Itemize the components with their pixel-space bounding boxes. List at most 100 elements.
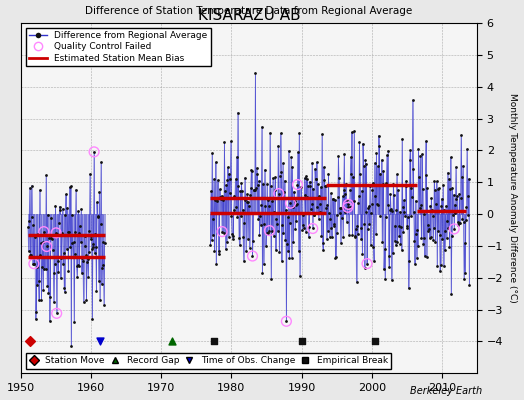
Point <box>455 220 463 226</box>
Point <box>434 228 443 234</box>
Point <box>253 171 261 178</box>
Point <box>321 183 329 189</box>
Point <box>63 204 71 211</box>
Point <box>43 283 51 290</box>
Text: Berkeley Earth: Berkeley Earth <box>410 386 482 396</box>
Point <box>56 207 64 214</box>
Point <box>401 212 409 219</box>
Point <box>95 189 104 196</box>
Point <box>334 194 342 200</box>
Point <box>47 214 56 221</box>
Point <box>443 169 452 176</box>
Point <box>355 139 364 145</box>
Point <box>84 249 93 255</box>
Point <box>371 193 379 199</box>
Point <box>410 209 418 216</box>
Point <box>441 247 449 253</box>
Point <box>30 260 38 267</box>
Point <box>447 291 455 298</box>
Point <box>77 206 85 212</box>
Point <box>446 186 454 192</box>
Point <box>219 194 227 201</box>
Point <box>242 248 250 254</box>
Point <box>432 178 441 185</box>
Point <box>375 132 383 139</box>
Point <box>51 202 60 209</box>
Point <box>265 203 273 209</box>
Point <box>282 318 291 324</box>
Point <box>357 236 365 242</box>
Point <box>461 240 469 246</box>
Point <box>35 278 43 284</box>
Point <box>281 237 289 244</box>
Point <box>383 152 391 158</box>
Point <box>359 140 367 147</box>
Point <box>336 205 344 212</box>
Point <box>324 170 333 177</box>
Point <box>342 180 350 187</box>
Point <box>285 255 293 261</box>
Point <box>412 254 421 261</box>
Point <box>32 264 41 271</box>
Point <box>92 244 100 250</box>
Point <box>238 207 247 214</box>
Point <box>353 223 362 229</box>
Point <box>283 214 292 220</box>
Point <box>465 176 473 182</box>
Point <box>456 219 464 226</box>
Point <box>410 238 419 244</box>
Point <box>380 266 388 272</box>
Point <box>288 255 296 261</box>
Point <box>380 246 389 252</box>
Point <box>356 225 365 231</box>
Point <box>302 173 310 180</box>
Point <box>78 255 86 262</box>
Point <box>406 147 414 153</box>
Point <box>234 183 243 189</box>
Point <box>291 226 299 232</box>
Point <box>289 239 298 245</box>
Point <box>440 263 448 269</box>
Point <box>96 296 104 303</box>
Point <box>97 159 105 166</box>
Point <box>252 184 260 191</box>
Point <box>60 250 68 256</box>
Point <box>299 222 308 228</box>
Point <box>329 196 337 202</box>
Point <box>248 253 257 259</box>
Point <box>339 234 347 240</box>
Point <box>428 206 436 213</box>
Point <box>59 261 67 268</box>
Point <box>344 204 352 210</box>
Point <box>274 228 282 234</box>
Point <box>218 228 226 235</box>
Point <box>231 176 239 182</box>
Point <box>230 193 238 199</box>
Point <box>347 129 356 136</box>
Point <box>422 254 431 260</box>
Point <box>231 195 239 201</box>
Point <box>56 203 64 210</box>
Point <box>311 176 320 182</box>
Point <box>214 248 223 254</box>
Point <box>30 260 39 267</box>
Point <box>260 221 268 228</box>
Point <box>275 190 283 197</box>
Point <box>241 174 249 181</box>
Point <box>86 236 95 242</box>
Point <box>326 190 335 196</box>
Point <box>32 309 40 315</box>
Point <box>80 232 89 238</box>
Point <box>276 130 285 137</box>
Point <box>384 148 392 154</box>
Point <box>31 234 39 240</box>
Point <box>290 198 299 204</box>
Point <box>71 229 80 236</box>
Point <box>403 225 411 231</box>
Point <box>341 190 350 197</box>
Point <box>212 159 220 165</box>
Point <box>316 201 324 208</box>
Point <box>27 252 35 258</box>
Point <box>450 226 458 232</box>
Point <box>362 208 370 215</box>
